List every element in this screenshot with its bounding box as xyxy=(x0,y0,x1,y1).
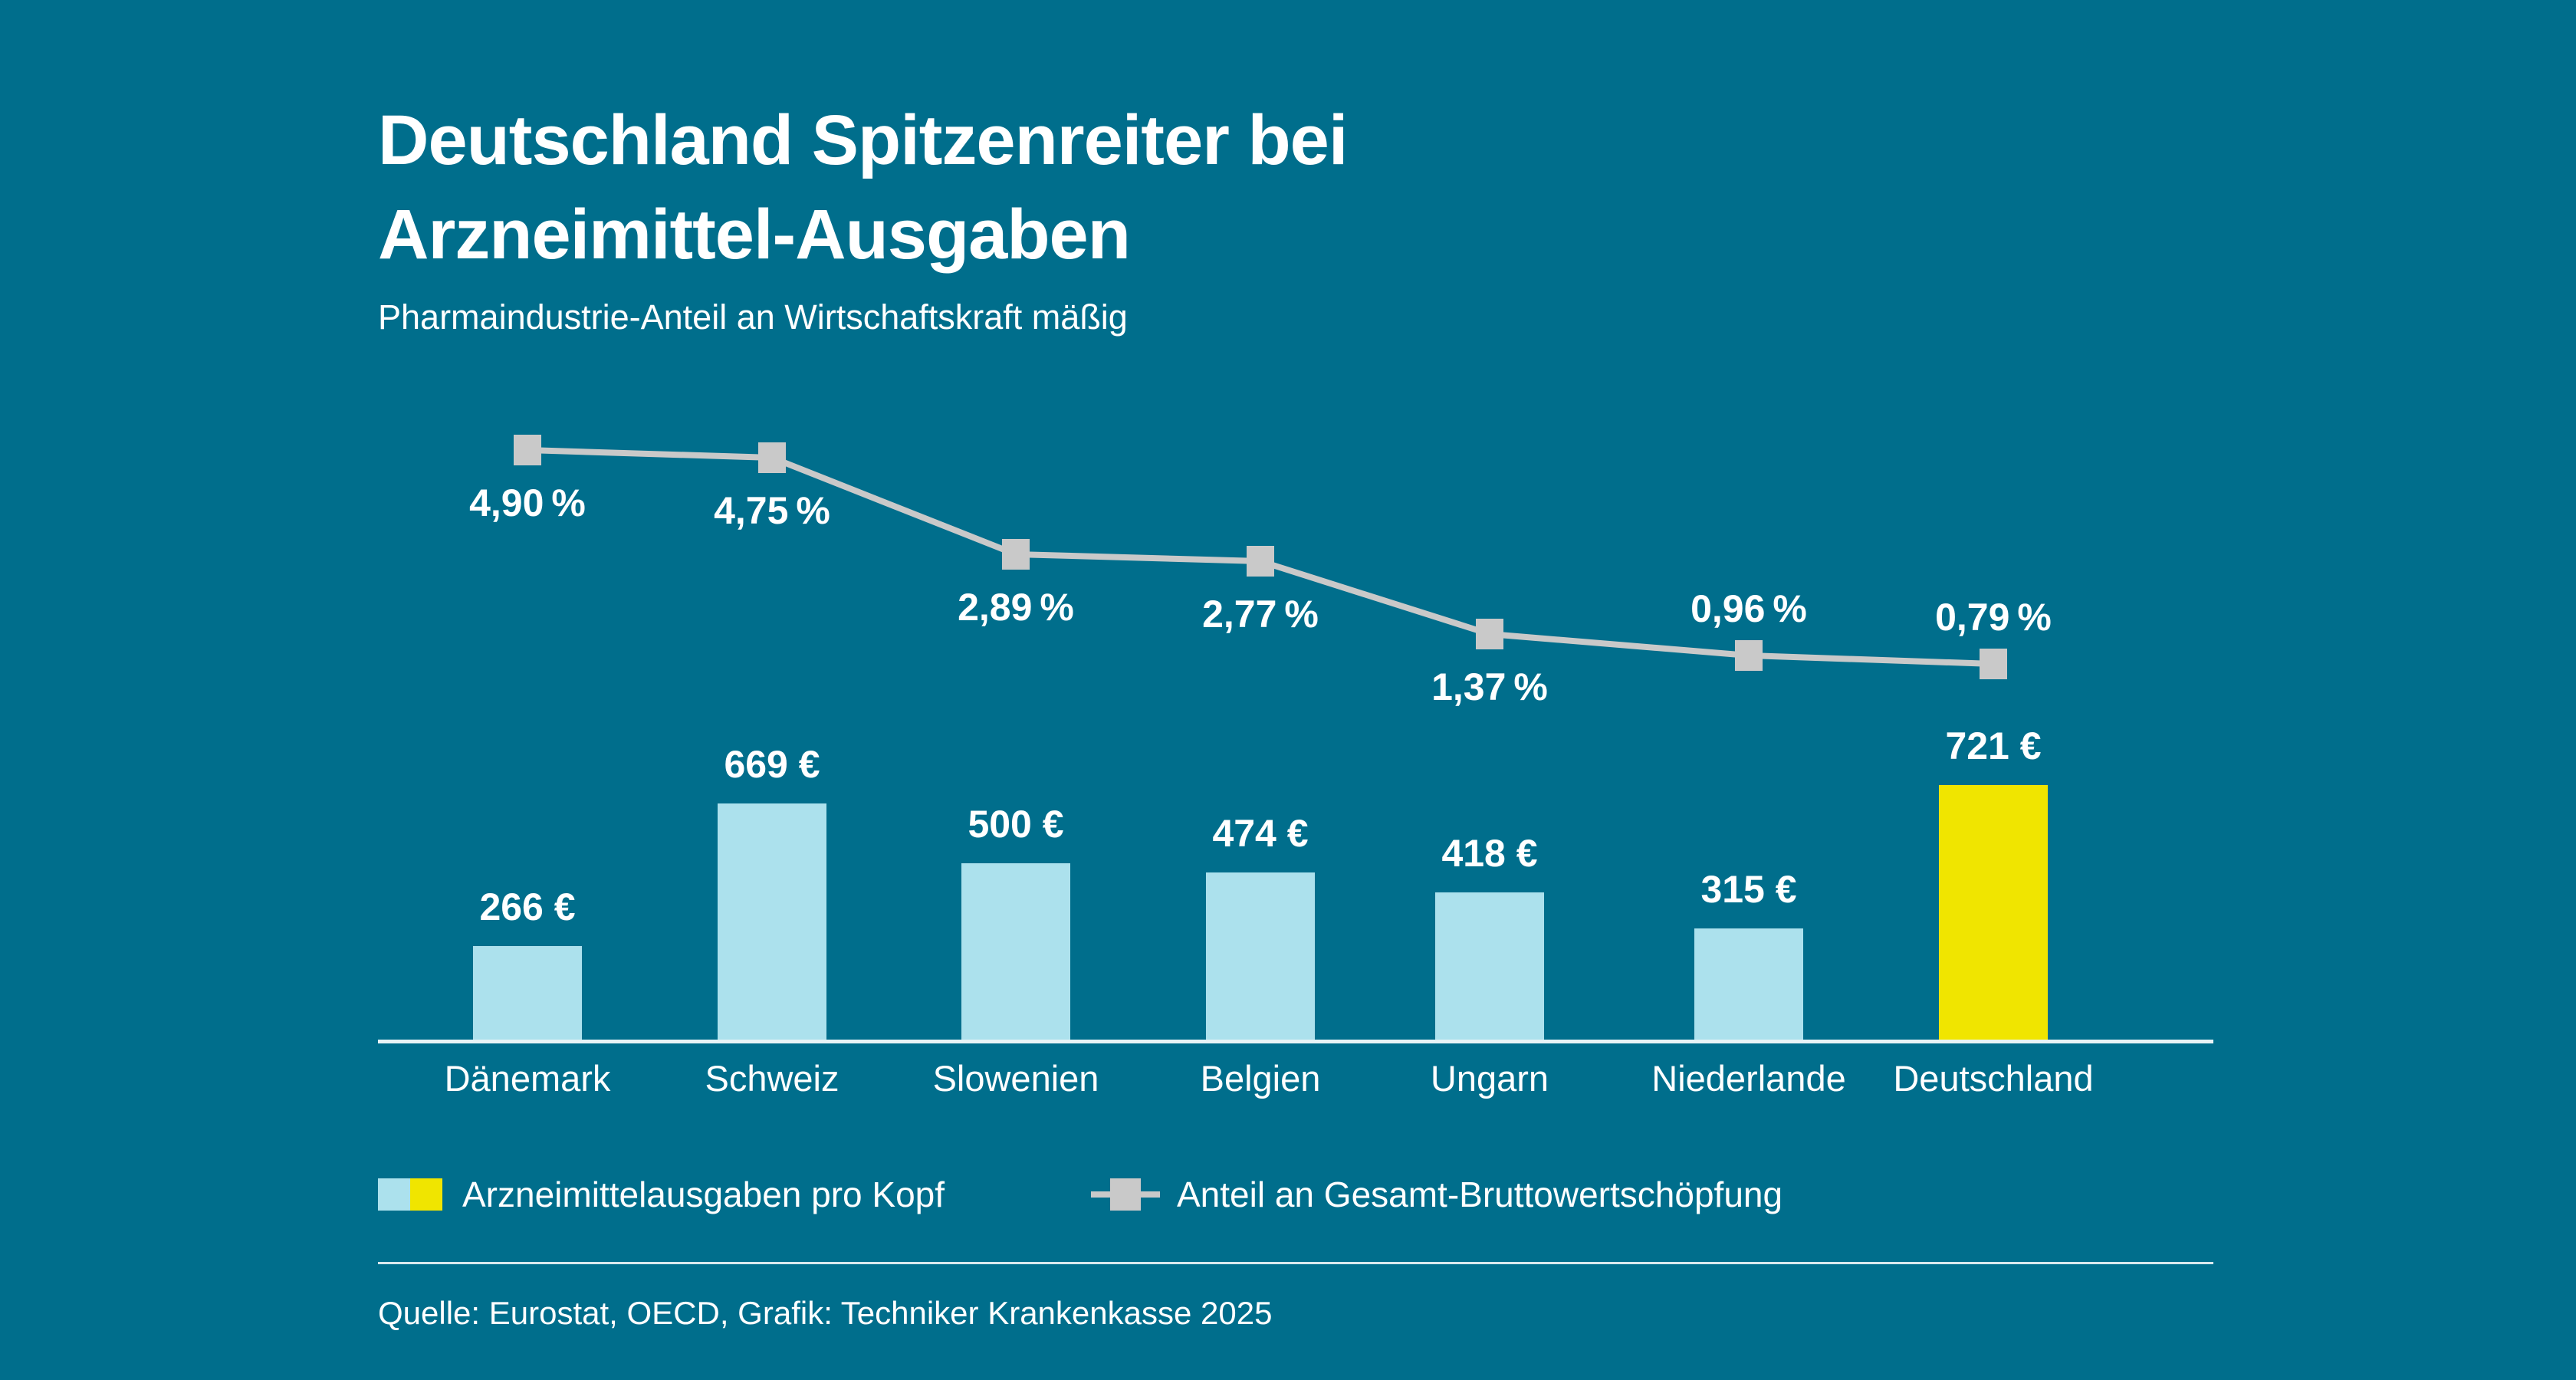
bar xyxy=(1206,872,1315,1040)
pct-label: 0,96 % xyxy=(1691,587,1807,630)
legend-item-line: Anteil an Gesamt-Bruttowertschöpfung xyxy=(1091,1175,1783,1214)
category-label: Dänemark xyxy=(444,1058,611,1099)
line-marker xyxy=(1247,546,1274,577)
swatch-lightblue xyxy=(378,1178,410,1211)
category-label: Schweiz xyxy=(705,1058,840,1099)
page-title: Deutschland Spitzenreiter bei Arzneimitt… xyxy=(378,94,1348,282)
legend-item-bars: Arzneimittelausgaben pro Kopf xyxy=(378,1175,945,1214)
category-label: Niederlande xyxy=(1651,1058,1846,1099)
page-subtitle: Pharmaindustrie-Anteil an Wirtschaftskra… xyxy=(378,297,1128,337)
bar-value-label: 266 € xyxy=(479,886,576,928)
legend-label-bars: Arzneimittelausgaben pro Kopf xyxy=(462,1175,945,1214)
bar xyxy=(1694,928,1803,1040)
swatch-yellow xyxy=(410,1178,442,1211)
bar-series-swatch-icon xyxy=(378,1178,442,1211)
pct-label: 1,37 % xyxy=(1431,665,1548,708)
bar-value-label: 474 € xyxy=(1212,812,1309,855)
pct-label: 4,90 % xyxy=(469,481,586,524)
page-title-line2: Arzneimittel-Ausgaben xyxy=(378,196,1131,274)
pct-label: 2,77 % xyxy=(1202,593,1319,636)
line-series-marker-icon xyxy=(1091,1178,1160,1211)
line-marker xyxy=(1735,640,1763,671)
line-marker xyxy=(1980,649,2007,679)
bar xyxy=(1939,785,2048,1040)
bar-value-label: 669 € xyxy=(724,743,820,786)
pct-label: 0,79 % xyxy=(1935,596,2052,639)
line-marker xyxy=(1002,539,1030,570)
line-marker xyxy=(1476,619,1503,649)
bar xyxy=(961,863,1070,1040)
bar xyxy=(1435,892,1544,1040)
bar-value-label: 721 € xyxy=(1945,724,2042,767)
bar-value-label: 418 € xyxy=(1441,832,1538,875)
category-label: Ungarn xyxy=(1430,1058,1549,1099)
bar xyxy=(718,803,826,1040)
bar xyxy=(473,946,582,1040)
x-axis-line xyxy=(378,1040,2213,1043)
legend-label-line: Anteil an Gesamt-Bruttowertschöpfung xyxy=(1177,1175,1783,1214)
bar-value-label: 315 € xyxy=(1700,868,1797,911)
legend-square-icon xyxy=(1110,1178,1141,1211)
category-label: Belgien xyxy=(1200,1058,1321,1099)
category-label: Slowenien xyxy=(932,1058,1099,1099)
line-marker xyxy=(514,435,541,465)
footer-divider xyxy=(378,1262,2213,1264)
category-label: Deutschland xyxy=(1893,1058,2094,1099)
pct-label: 4,75 % xyxy=(714,489,830,532)
bar-value-label: 500 € xyxy=(968,803,1064,846)
chart-legend: Arzneimittelausgaben pro Kopf Anteil an … xyxy=(378,1175,2213,1214)
page-title-line1: Deutschland Spitzenreiter bei xyxy=(378,101,1348,179)
pct-label: 2,89 % xyxy=(958,586,1074,629)
source-text: Quelle: Eurostat, OECD, Grafik: Technike… xyxy=(378,1295,1273,1331)
line-marker xyxy=(758,442,786,473)
